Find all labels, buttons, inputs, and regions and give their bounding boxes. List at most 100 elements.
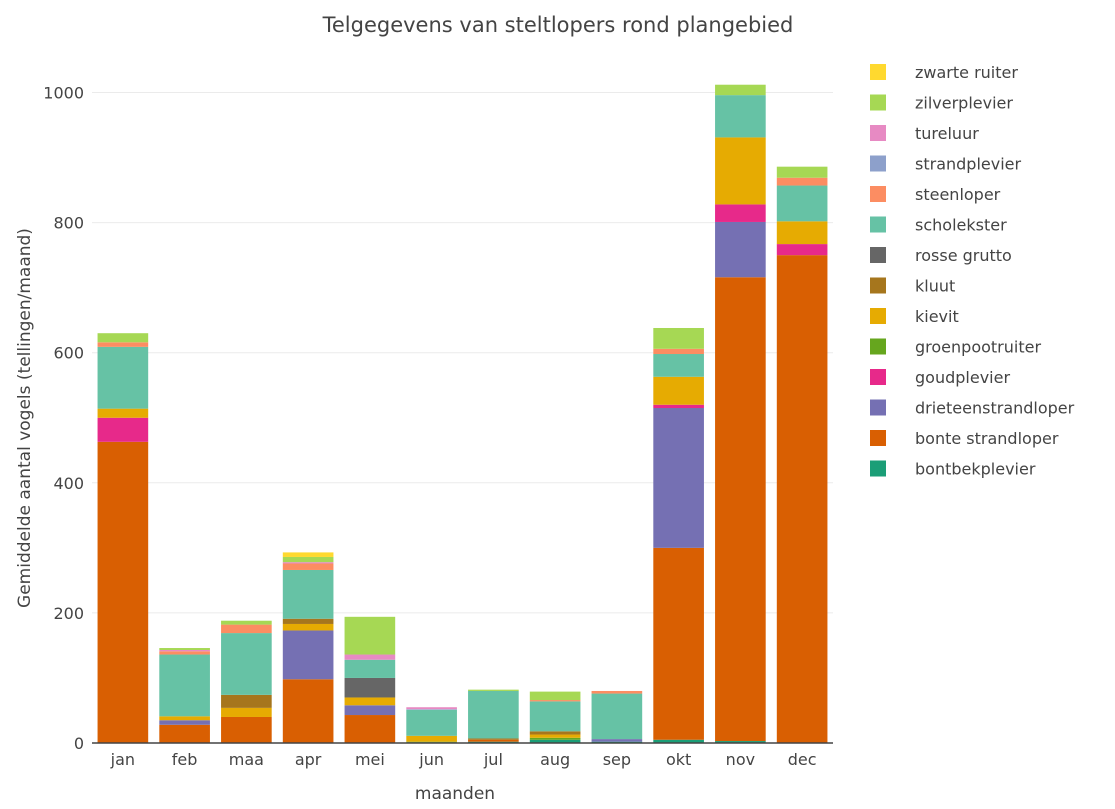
bar-segment[interactable] (653, 404, 704, 409)
bar-segment[interactable] (406, 735, 457, 742)
legend-item[interactable]: goudplevier (870, 368, 1010, 387)
legend-item[interactable]: kievit (870, 307, 959, 326)
bar-segment[interactable] (159, 651, 210, 655)
bar-segment[interactable] (221, 716, 272, 743)
legend-item[interactable]: drieteenstrandloper (870, 399, 1075, 418)
bar-segment[interactable] (221, 624, 272, 634)
bar-segment[interactable] (715, 741, 766, 743)
bar-segment[interactable] (282, 623, 334, 631)
bar-segment[interactable] (529, 701, 581, 732)
bar-segment[interactable] (344, 659, 396, 678)
bar-segment[interactable] (776, 221, 828, 245)
bar-segment[interactable] (653, 348, 704, 355)
bar-segment[interactable] (715, 95, 766, 138)
bar-segment[interactable] (591, 739, 643, 742)
y-tick-label: 800 (53, 214, 84, 233)
legend-item[interactable]: scholekster (870, 216, 1007, 235)
bar-segment[interactable] (282, 630, 334, 680)
bar-segment[interactable] (344, 654, 396, 660)
bar-segment[interactable] (529, 734, 581, 738)
bar-segment[interactable] (529, 700, 581, 702)
legend-label: kievit (915, 307, 959, 326)
legend-swatch (870, 460, 886, 477)
bar-segment[interactable] (406, 709, 457, 710)
bar-segment[interactable] (653, 354, 704, 377)
legend-item[interactable]: tureluur (870, 124, 979, 143)
bar-segment[interactable] (715, 277, 766, 742)
bar-segment[interactable] (776, 185, 828, 222)
bar-segment[interactable] (159, 724, 210, 743)
bar-segment[interactable] (282, 562, 334, 564)
bar-segment[interactable] (653, 327, 704, 349)
bar-segment[interactable] (159, 720, 210, 725)
bar-segment[interactable] (776, 244, 828, 256)
bar-segment[interactable] (159, 648, 210, 650)
bar-segment[interactable] (282, 552, 334, 557)
bar-segment[interactable] (221, 707, 272, 717)
bar-segment[interactable] (344, 705, 396, 716)
bar-segment[interactable] (282, 556, 334, 563)
bar-segment[interactable] (529, 737, 581, 740)
bar-segment[interactable] (282, 679, 334, 743)
bar-segment[interactable] (282, 569, 334, 619)
bar-segment[interactable] (653, 739, 704, 743)
bar-segment[interactable] (715, 221, 766, 278)
legend-item[interactable]: bonte strandloper (870, 429, 1059, 448)
legend-label: groenpootruiter (915, 338, 1041, 357)
bar-segment[interactable] (529, 731, 581, 735)
bar-segment[interactable] (653, 547, 704, 740)
legend-item[interactable]: steenloper (870, 185, 1001, 204)
bar-segment[interactable] (715, 137, 766, 205)
x-tick-label: dec (788, 750, 817, 769)
bar-segment[interactable] (529, 739, 581, 743)
bar-segment[interactable] (221, 633, 272, 695)
bar-segment[interactable] (344, 715, 396, 743)
bar-segment[interactable] (468, 739, 519, 742)
bar-segment[interactable] (344, 677, 396, 698)
legend-swatch (870, 247, 886, 263)
bar-segment[interactable] (406, 709, 457, 736)
legend-item[interactable]: bontbekplevier (870, 460, 1036, 479)
bar-segment[interactable] (97, 408, 149, 418)
bar-segment[interactable] (282, 563, 334, 570)
bar-segment[interactable] (406, 707, 457, 710)
bar-segment[interactable] (97, 441, 149, 743)
bar-segment[interactable] (97, 417, 149, 442)
bar-segment[interactable] (221, 620, 272, 625)
bar-segment[interactable] (653, 408, 704, 548)
bar-segment[interactable] (776, 177, 828, 186)
bar-segment[interactable] (529, 691, 581, 701)
bar-segment[interactable] (776, 166, 828, 178)
bar-segment[interactable] (344, 697, 396, 706)
bar-segment[interactable] (468, 690, 519, 739)
x-tick-label: apr (295, 750, 322, 769)
bar-segment[interactable] (776, 255, 828, 743)
bar-segment[interactable] (159, 649, 210, 652)
bar-segment[interactable] (468, 689, 519, 691)
legend-swatch (870, 216, 886, 233)
bar-segment[interactable] (715, 204, 766, 222)
bar-segment[interactable] (159, 716, 210, 721)
bar-segment[interactable] (715, 84, 766, 96)
bar-segment[interactable] (282, 618, 334, 624)
legend-item[interactable]: strandplevier (870, 155, 1021, 174)
x-tick-label: nov (726, 750, 755, 769)
bar-segment[interactable] (344, 616, 396, 655)
legend-item[interactable]: zilverplevier (870, 94, 1013, 113)
bar-segment[interactable] (653, 376, 704, 405)
legend-item[interactable]: zwarte ruiter (870, 63, 1018, 82)
bar-segment[interactable] (221, 694, 272, 708)
bar-segment[interactable] (406, 741, 457, 743)
bar-segment[interactable] (97, 342, 149, 347)
bar-segment[interactable] (468, 738, 519, 740)
bar-segment[interactable] (591, 690, 643, 694)
legend-item[interactable]: groenpootruiter (870, 338, 1041, 357)
bar-segment[interactable] (591, 693, 643, 740)
bar-segment[interactable] (97, 333, 149, 343)
bar-segment[interactable] (97, 346, 149, 409)
legend-item[interactable]: kluut (870, 277, 955, 296)
legend-item[interactable]: rosse grutto (870, 246, 1012, 265)
bar-segment[interactable] (159, 654, 210, 717)
